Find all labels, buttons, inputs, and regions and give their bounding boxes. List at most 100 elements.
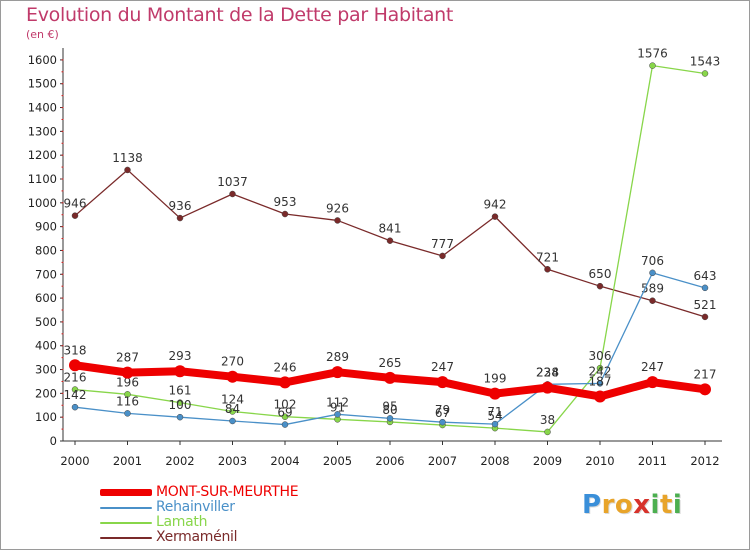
data-point-xermam-nil — [229, 190, 236, 198]
data-label-mont-sur-meurthe: 224 — [536, 366, 559, 380]
data-label-xermam-nil: 942 — [484, 198, 507, 212]
data-label-xermam-nil: 936 — [169, 199, 192, 213]
logo-letter: r — [601, 490, 615, 520]
data-point-rehainviller — [491, 420, 499, 428]
x-tick-label: 2011 — [638, 454, 667, 468]
legend: MONT-SUR-MEURTHE Rehainviller Lamath Xermam… — [100, 484, 299, 545]
data-point-mont-sur-meurthe — [279, 376, 291, 389]
data-label-lamath: 161 — [169, 384, 192, 398]
data-label-rehainviller: 238 — [536, 365, 559, 379]
data-point-mont-sur-meurthe — [541, 381, 554, 394]
data-label-xermam-nil: 841 — [379, 222, 402, 236]
y-tick-label: 1300 — [28, 124, 57, 138]
legend-label: Lamath — [156, 514, 208, 530]
x-tick-label: 2005 — [323, 454, 352, 468]
data-point-xermam-nil — [596, 282, 604, 290]
y-tick-label: 600 — [35, 291, 57, 305]
data-label-rehainviller: 79 — [435, 403, 450, 417]
data-point-rehainviller — [596, 380, 604, 387]
data-point-xermam-nil — [649, 297, 656, 304]
data-point-lamath — [701, 70, 709, 77]
data-label-rehainviller: 69 — [277, 406, 292, 420]
legend-label: Rehainviller — [156, 499, 235, 515]
data-label-xermam-nil: 521 — [694, 298, 717, 312]
data-point-mont-sur-meurthe — [121, 366, 134, 379]
data-label-xermam-nil: 953 — [274, 195, 297, 209]
data-label-lamath: 1576 — [637, 47, 668, 61]
x-tick-label: 2001 — [113, 454, 142, 468]
y-tick-label: 500 — [35, 315, 57, 329]
data-label-mont-sur-meurthe: 293 — [169, 349, 192, 363]
data-point-xermam-nil — [491, 213, 499, 220]
data-point-rehainviller — [71, 403, 79, 411]
data-point-rehainviller — [281, 421, 289, 428]
data-label-rehainviller: 100 — [169, 398, 192, 412]
y-tick-label: 900 — [35, 220, 57, 234]
logo-letter: P — [582, 490, 602, 520]
legend-item-rehainviller: Rehainviller — [100, 500, 298, 515]
y-tick-label: 1400 — [28, 101, 57, 115]
data-label-rehainviller: 706 — [641, 254, 664, 268]
data-point-xermam-nil — [544, 266, 551, 273]
data-label-rehainviller: 242 — [589, 364, 612, 378]
legend-label: MONT-SUR-MEURTHE — [156, 484, 299, 500]
data-label-xermam-nil: 650 — [589, 267, 612, 281]
data-point-xermam-nil — [71, 212, 79, 219]
data-label-mont-sur-meurthe: 187 — [589, 374, 612, 388]
data-point-lamath — [544, 428, 551, 436]
data-point-mont-sur-meurthe — [69, 359, 81, 372]
data-label-xermam-nil: 946 — [64, 197, 87, 211]
data-point-rehainviller — [386, 415, 394, 422]
data-label-xermam-nil: 721 — [536, 250, 559, 264]
data-label-lamath: 91 — [330, 400, 345, 414]
data-label-rehainviller: 71 — [487, 405, 502, 419]
data-point-mont-sur-meurthe — [594, 390, 606, 403]
data-point-xermam-nil — [124, 166, 131, 174]
data-label-rehainviller: 142 — [64, 388, 87, 402]
data-point-lamath — [71, 386, 79, 393]
data-point-mont-sur-meurthe — [489, 387, 501, 400]
y-tick-label: 300 — [35, 363, 57, 377]
legend-swatch — [100, 521, 152, 524]
data-label-lamath: 306 — [589, 349, 612, 363]
y-tick-label: 1600 — [28, 53, 57, 67]
data-label-mont-sur-meurthe: 247 — [641, 360, 664, 374]
data-point-mont-sur-meurthe — [331, 366, 344, 379]
legend-swatch — [100, 536, 152, 539]
data-label-rehainviller: 84 — [225, 402, 240, 416]
data-label-lamath: 54 — [487, 409, 502, 423]
y-tick-label: 1200 — [28, 148, 57, 162]
data-point-xermam-nil — [386, 237, 394, 244]
data-point-lamath — [176, 399, 184, 406]
data-point-rehainviller — [334, 411, 341, 418]
data-point-lamath — [649, 62, 656, 69]
logo-letter: i — [672, 490, 683, 520]
chart-title: Evolution du Montant de la Dette par Hab… — [26, 4, 454, 26]
data-point-mont-sur-meurthe — [436, 376, 449, 389]
data-point-rehainviller — [124, 410, 131, 417]
data-point-xermam-nil — [439, 252, 446, 260]
logo-letter: o — [614, 490, 634, 520]
data-label-xermam-nil: 777 — [431, 237, 454, 251]
legend-swatch — [100, 489, 152, 496]
data-point-rehainviller — [701, 284, 709, 292]
data-label-lamath: 67 — [435, 406, 450, 420]
y-tick-label: 200 — [35, 386, 57, 400]
y-tick-label: 800 — [35, 243, 57, 257]
data-point-lamath — [281, 413, 289, 420]
x-tick-label: 2010 — [585, 454, 614, 468]
data-label-lamath: 216 — [64, 371, 87, 385]
data-label-mont-sur-meurthe: 289 — [326, 350, 349, 364]
x-tick-label: 2003 — [218, 454, 247, 468]
data-point-xermam-nil — [281, 210, 289, 218]
data-label-xermam-nil: 1037 — [217, 175, 248, 189]
y-tick-label: 1000 — [28, 196, 57, 210]
legend-item-mont-sur-meurthe: MONT-SUR-MEURTHE — [100, 484, 299, 500]
data-label-rehainviller: 643 — [694, 269, 717, 283]
data-label-lamath: 1543 — [690, 54, 721, 68]
data-point-mont-sur-meurthe — [699, 383, 711, 396]
x-tick-label: 2000 — [60, 454, 89, 468]
data-label-lamath: 38 — [540, 413, 555, 427]
data-point-rehainviller — [439, 418, 446, 426]
